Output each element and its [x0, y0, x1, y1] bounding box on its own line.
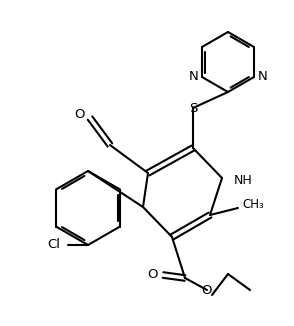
Text: N: N [258, 70, 268, 83]
Text: N: N [188, 70, 198, 83]
Text: O: O [74, 108, 85, 121]
Text: S: S [189, 101, 197, 114]
Text: CH₃: CH₃ [242, 199, 264, 212]
Text: O: O [202, 284, 212, 297]
Text: O: O [148, 269, 158, 281]
Text: NH: NH [234, 174, 253, 187]
Text: Cl: Cl [47, 239, 60, 251]
